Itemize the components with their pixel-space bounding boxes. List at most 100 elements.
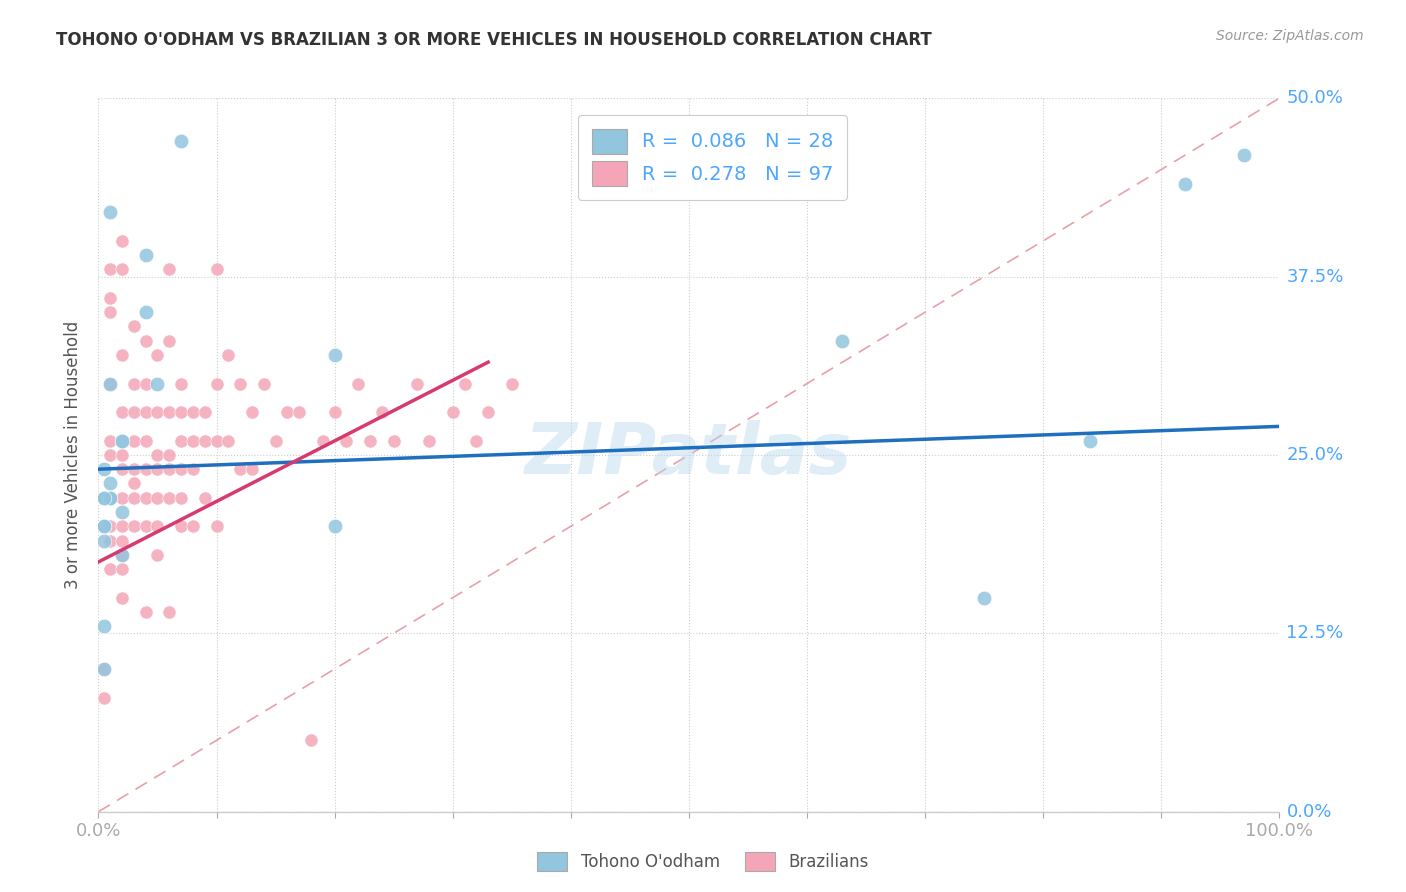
Point: [93, 690, 115, 705]
Point: [135, 376, 157, 391]
Point: [98, 205, 121, 219]
Point: [323, 519, 346, 533]
Point: [288, 405, 311, 419]
Legend: Tohono O'odham, Brazilians: Tohono O'odham, Brazilians: [529, 843, 877, 880]
Point: [135, 248, 157, 262]
Point: [170, 462, 193, 476]
Point: [146, 348, 169, 362]
Point: [111, 533, 134, 548]
Point: [205, 262, 228, 277]
Point: [205, 519, 228, 533]
Point: [146, 405, 169, 419]
Point: [135, 434, 157, 448]
Text: 37.5%: 37.5%: [1286, 268, 1344, 285]
Point: [135, 605, 157, 619]
Point: [335, 434, 357, 448]
Point: [122, 405, 145, 419]
Point: [135, 334, 157, 348]
Point: [98, 305, 121, 319]
Point: [170, 519, 193, 533]
Point: [181, 462, 204, 476]
Point: [973, 591, 995, 605]
Point: [194, 434, 217, 448]
Point: [98, 448, 121, 462]
Point: [323, 348, 346, 362]
Text: TOHONO O'ODHAM VS BRAZILIAN 3 OR MORE VEHICLES IN HOUSEHOLD CORRELATION CHART: TOHONO O'ODHAM VS BRAZILIAN 3 OR MORE VE…: [56, 31, 932, 49]
Point: [181, 434, 204, 448]
Point: [217, 434, 239, 448]
Point: [347, 376, 370, 391]
Point: [111, 491, 134, 505]
Point: [253, 376, 276, 391]
Point: [98, 519, 121, 533]
Legend: R =  0.086   N = 28, R =  0.278   N = 97: R = 0.086 N = 28, R = 0.278 N = 97: [578, 115, 848, 200]
Point: [1174, 177, 1197, 191]
Point: [111, 234, 134, 248]
Y-axis label: 3 or more Vehicles in Household: 3 or more Vehicles in Household: [65, 321, 83, 589]
Point: [122, 434, 145, 448]
Point: [194, 405, 217, 419]
Point: [111, 562, 134, 576]
Text: 50.0%: 50.0%: [1286, 89, 1343, 107]
Point: [181, 405, 204, 419]
Point: [111, 348, 134, 362]
Point: [122, 462, 145, 476]
Point: [93, 519, 115, 533]
Point: [98, 376, 121, 391]
Point: [111, 548, 134, 562]
Point: [170, 491, 193, 505]
Point: [157, 605, 180, 619]
Point: [229, 462, 252, 476]
Point: [111, 434, 134, 448]
Point: [135, 519, 157, 533]
Point: [98, 476, 121, 491]
Point: [217, 348, 239, 362]
Point: [93, 491, 115, 505]
Point: [111, 262, 134, 277]
Point: [98, 562, 121, 576]
Point: [406, 376, 429, 391]
Point: [170, 405, 193, 419]
Point: [98, 376, 121, 391]
Point: [240, 405, 263, 419]
Point: [359, 434, 381, 448]
Point: [122, 519, 145, 533]
Point: [93, 619, 115, 633]
Point: [194, 491, 217, 505]
Point: [181, 519, 204, 533]
Point: [299, 733, 322, 747]
Point: [157, 405, 180, 419]
Point: [98, 491, 121, 505]
Point: [122, 476, 145, 491]
Point: [1233, 148, 1256, 162]
Point: [170, 434, 193, 448]
Point: [98, 262, 121, 277]
Point: [93, 662, 115, 676]
Point: [157, 448, 180, 462]
Point: [157, 334, 180, 348]
Point: [418, 434, 440, 448]
Point: [122, 319, 145, 334]
Point: [170, 376, 193, 391]
Point: [382, 434, 405, 448]
Text: 25.0%: 25.0%: [1286, 446, 1344, 464]
Point: [264, 434, 287, 448]
Point: [229, 376, 252, 391]
Point: [135, 491, 157, 505]
Point: [93, 519, 115, 533]
Point: [501, 376, 523, 391]
Point: [157, 462, 180, 476]
Point: [477, 405, 499, 419]
Point: [98, 491, 121, 505]
Point: [146, 462, 169, 476]
Point: [146, 376, 169, 391]
Point: [111, 519, 134, 533]
Point: [135, 462, 157, 476]
Point: [1080, 434, 1102, 448]
Point: [122, 491, 145, 505]
Point: [122, 376, 145, 391]
Point: [146, 548, 169, 562]
Point: [371, 405, 394, 419]
Point: [98, 533, 121, 548]
Point: [276, 405, 298, 419]
